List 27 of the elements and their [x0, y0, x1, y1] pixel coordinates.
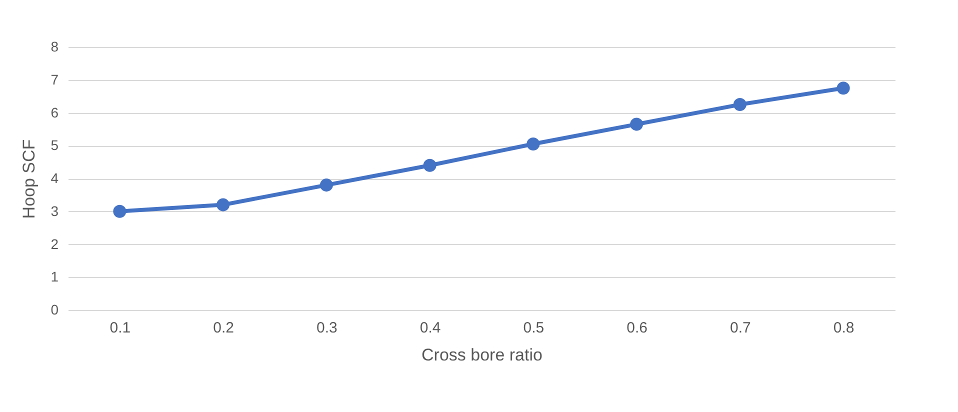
x-tick-label: 0.4	[420, 320, 441, 336]
point	[423, 158, 436, 172]
x-tick-label: 0.7	[730, 320, 751, 336]
x-tick-label: 0.3	[316, 320, 338, 336]
x-tick-label: 0.5	[523, 320, 544, 336]
y-tick-label: 5	[50, 137, 59, 154]
y-tick-label: 0	[50, 302, 59, 318]
point	[113, 204, 126, 218]
point	[630, 118, 644, 131]
x-tick-label: 0.2	[213, 320, 234, 336]
y-tick-label: 8	[50, 38, 59, 54]
point	[733, 98, 746, 112]
y-tick-label: 1	[50, 268, 59, 285]
y-tick-label: 3	[50, 202, 59, 219]
y-tick-label: 7	[50, 71, 59, 88]
x-tick-label: 0.6	[626, 320, 648, 336]
y-tick-label: 6	[50, 104, 59, 120]
point	[320, 178, 333, 192]
y-tick-label: 4	[50, 170, 59, 186]
y-axis-title: Hoop SCF	[20, 139, 39, 219]
y-tick-label: 2	[50, 236, 59, 252]
point	[216, 198, 230, 212]
x-tick-label: 0.8	[833, 320, 854, 336]
point	[526, 137, 540, 150]
point	[836, 82, 850, 95]
x-tick-label: 0.1	[110, 320, 131, 336]
x-axis-title: Cross bore ratio	[422, 346, 542, 364]
